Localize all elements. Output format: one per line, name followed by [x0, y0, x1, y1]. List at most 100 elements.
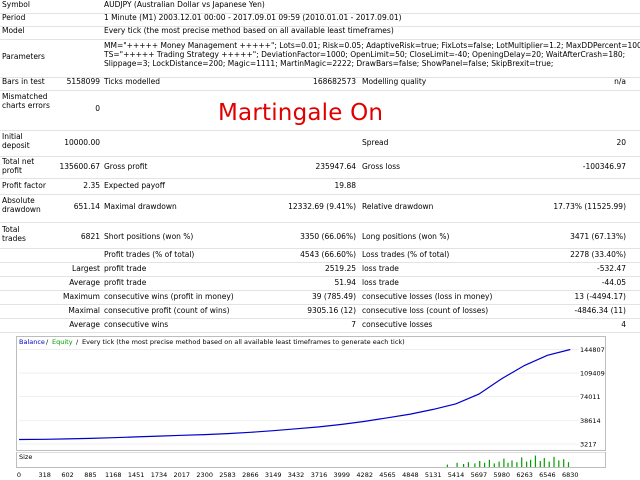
size-bar: [563, 459, 565, 467]
chart-x-axis: 0 318 602 885 1168 1451 1734 2017 2300 2583 2866 31…: [17, 471, 579, 479]
row-max-consec: Maximum consecutive wins (profit in mone…: [0, 290, 640, 305]
x-tick-label: 5131: [425, 471, 442, 479]
rel-drawdown-label: Relative drawdown: [362, 202, 434, 211]
y-tick-label: 109409: [580, 370, 605, 378]
size-bar: [446, 464, 448, 467]
gross-profit-label: Gross profit: [104, 162, 148, 171]
x-tick-label: 2583: [219, 471, 236, 479]
row-total-trades: Total trades 6821 Short positions (won %…: [0, 222, 640, 249]
x-tick-label: 0: [17, 471, 21, 479]
net-profit-value: 135600.67: [59, 162, 100, 171]
legend-equity: Equity: [52, 338, 73, 346]
x-tick-label: 1168: [105, 471, 122, 479]
largest-profit-value: 2519.25: [324, 264, 356, 273]
x-tick-label: 1734: [151, 471, 168, 479]
size-bar: [488, 459, 490, 467]
x-tick-label: 5697: [471, 471, 488, 479]
y-tick-label: 38614: [580, 417, 601, 425]
max-drawdown-label: Maximal drawdown: [104, 202, 177, 211]
chart-x-ticks: 0 318 602 885 1168 1451 1734 2017 2300 2583 2866 31…: [17, 471, 579, 479]
period-label: Period: [2, 13, 26, 22]
chart-grid: [19, 349, 579, 445]
size-bar: [539, 461, 541, 467]
profit-factor-value: 2.35: [83, 181, 100, 190]
legend-separator: /: [46, 338, 49, 346]
row-profit-trades: Profit trades (% of total) 4543 (66.60%)…: [0, 248, 640, 263]
row-profit-factor: Profit factor 2.35 Expected payoff 19.88: [0, 178, 640, 195]
average-profit-value: 51.94: [334, 278, 356, 287]
row-symbol: Symbol AUDJPY (Australian Dollar vs Japa…: [0, 0, 640, 14]
avg-consec-losses-value: 4: [621, 320, 626, 329]
short-positions-label: Short positions (won %): [104, 232, 194, 241]
loss-trades-label: Loss trades (% of total): [362, 250, 450, 259]
size-bar: [503, 458, 505, 467]
size-bar: [484, 462, 486, 467]
net-profit-label: Total net profit: [2, 157, 35, 175]
largest-loss-value: -532.47: [597, 264, 626, 273]
largest-label: Largest: [72, 264, 100, 273]
x-tick-label: 4565: [379, 471, 396, 479]
max-consec-wins-label: consecutive wins (profit in money): [104, 292, 234, 301]
parameters-text: MM="+++++ Money Management +++++"; Lots=…: [104, 41, 640, 68]
avg-consec-label: Average: [69, 320, 100, 329]
max-drawdown-value: 12332.69 (9.41%): [288, 202, 356, 211]
size-bar: [467, 462, 469, 467]
row-model: Model Every tick (the most precise metho…: [0, 26, 640, 40]
profit-factor-label: Profit factor: [2, 181, 46, 190]
max-consec-losses-label: consecutive losses (loss in money): [362, 292, 493, 301]
long-positions-value: 3471 (67.13%): [570, 232, 626, 241]
parameters-label: Parameters: [2, 52, 45, 61]
x-tick-label: 4848: [402, 471, 419, 479]
size-bar: [521, 457, 523, 467]
row-maximal-consec: Maximal consecutive profit (count of win…: [0, 304, 640, 319]
max-consec-losses-value: 13 (-4494.17): [574, 292, 626, 301]
abs-drawdown-value: 651.14: [73, 202, 100, 211]
x-tick-label: 1451: [128, 471, 145, 479]
x-tick-label: 3432: [288, 471, 305, 479]
size-bar: [456, 462, 458, 467]
max-consec-label: Maximum: [63, 292, 100, 301]
short-positions-value: 3350 (66.06%): [300, 232, 356, 241]
parameters-line: Slippage=3; LockDistance=200; Magic=1111…: [104, 59, 554, 68]
x-tick-label: 5980: [493, 471, 510, 479]
bars-value: 5158099: [66, 77, 100, 86]
avg-consec-losses-label: consecutive losses: [362, 320, 433, 329]
expected-payoff-label: Expected payoff: [104, 181, 165, 190]
loss-trades-value: 2278 (33.40%): [570, 250, 626, 259]
average-label: Average: [69, 278, 100, 287]
y-tick-label: 74011: [580, 393, 601, 401]
x-tick-label: 885: [84, 471, 96, 479]
size-bar: [567, 462, 570, 467]
size-bar: [511, 460, 513, 467]
average-profit-label: profit trade: [104, 278, 147, 287]
total-trades-value: 6821: [80, 232, 100, 241]
quality-value: n/a: [614, 77, 626, 86]
size-chart: Size: [16, 452, 606, 468]
x-tick-label: 4282: [356, 471, 373, 479]
largest-profit-label: profit trade: [104, 264, 147, 273]
row-avg-consec: Average consecutive wins 7 consecutive l…: [0, 318, 640, 333]
y-tick-label: 3217: [580, 441, 597, 449]
maximal-consec-losses-value: -4846.34 (11): [574, 306, 626, 315]
maximal-consec-losses-label: consecutive loss (count of losses): [362, 306, 489, 315]
maximal-consec-wins-value: 9305.16 (12): [307, 306, 356, 315]
average-loss-label: loss trade: [362, 278, 399, 287]
gross-loss-label: Gross loss: [362, 162, 401, 171]
legend-balance: Balance: [19, 338, 45, 346]
ticks-value: 168682573: [313, 77, 356, 86]
mismatched-value: 0: [95, 104, 100, 113]
size-bar: [530, 459, 532, 467]
parameters-line: MM="+++++ Money Management +++++"; Lots=…: [104, 41, 640, 50]
x-tick-label: 6830: [562, 471, 579, 479]
expected-payoff-value: 19.88: [334, 181, 356, 190]
size-bar: [493, 463, 495, 467]
chart-frame: [16, 336, 606, 451]
x-tick-label: 3716: [311, 471, 328, 479]
ticks-label: Ticks modelled: [104, 77, 161, 86]
maximal-consec-label: Maximal: [68, 306, 100, 315]
x-tick-label: 2300: [196, 471, 213, 479]
size-bar: [526, 461, 528, 467]
deposit-value: 10000.00: [64, 138, 100, 147]
x-tick-label: 6263: [516, 471, 533, 479]
chart-y-ticks: 144807 109409 74011 38614 3217: [580, 346, 605, 449]
